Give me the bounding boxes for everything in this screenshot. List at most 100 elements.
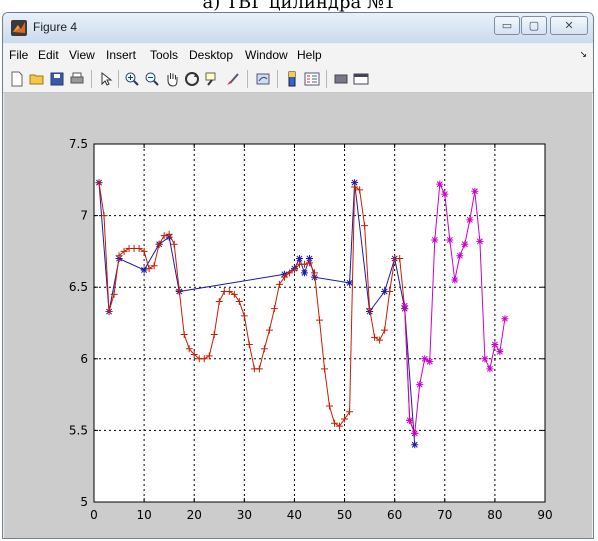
data-point-marker bbox=[275, 280, 283, 288]
data-point-marker bbox=[431, 236, 439, 244]
menu-help[interactable]: Help bbox=[297, 48, 322, 62]
data-point-marker bbox=[461, 240, 469, 248]
y-tick-label: 6 bbox=[80, 352, 88, 366]
menu-window[interactable]: Window bbox=[245, 48, 288, 62]
data-point-marker bbox=[100, 212, 108, 220]
maximize-button[interactable]: ▢ bbox=[521, 16, 547, 35]
y-axis-tick-labels: 5 5.5 6 6.5 7 7.5 bbox=[69, 137, 88, 509]
menu-overflow-arrow[interactable]: ↘ bbox=[579, 49, 587, 59]
legend-icon[interactable] bbox=[304, 71, 320, 87]
series-1 bbox=[95, 179, 419, 437]
x-tick-label: 40 bbox=[287, 508, 302, 522]
data-point-marker bbox=[386, 287, 394, 295]
data-point-marker bbox=[305, 259, 313, 267]
pan-hand-icon[interactable] bbox=[164, 71, 180, 87]
menu-edit[interactable]: Edit bbox=[38, 48, 59, 62]
data-point-marker bbox=[441, 190, 449, 198]
y-tick-label: 7.5 bbox=[69, 137, 88, 151]
title-bar[interactable]: Figure 4 ▭ ▢ ✕ bbox=[3, 13, 593, 43]
menu-insert[interactable]: Insert bbox=[106, 48, 137, 62]
data-point-marker bbox=[346, 408, 354, 416]
data-cursor-icon[interactable] bbox=[204, 71, 220, 87]
data-point-marker bbox=[155, 240, 163, 248]
data-point-marker bbox=[310, 269, 318, 277]
data-point-marker bbox=[95, 179, 103, 187]
plot-svg: 0 10 20 30 40 50 60 70 80 90 5 5.5 6 6.5… bbox=[69, 137, 553, 522]
data-point-marker bbox=[175, 286, 183, 294]
data-point-marker bbox=[225, 287, 233, 295]
data-point-marker bbox=[200, 355, 208, 363]
menu-view[interactable]: View bbox=[69, 48, 95, 62]
series-2 bbox=[401, 180, 509, 437]
data-point-marker bbox=[230, 290, 238, 298]
data-point-marker bbox=[486, 365, 494, 373]
close-button[interactable]: ✕ bbox=[550, 16, 588, 35]
matlab-logo-icon bbox=[11, 20, 27, 36]
data-point-marker bbox=[451, 276, 459, 284]
data-point-marker bbox=[476, 237, 484, 245]
figure-caption: а) ТВГ цилиндра №1 bbox=[202, 0, 396, 13]
data-point-marker bbox=[260, 345, 268, 353]
new-figure-icon[interactable] bbox=[9, 71, 25, 87]
menu-file[interactable]: File bbox=[9, 48, 29, 62]
data-point-marker bbox=[190, 351, 198, 359]
colorbar-icon[interactable] bbox=[284, 71, 300, 87]
data-point-marker bbox=[255, 365, 263, 373]
data-point-marker bbox=[140, 266, 148, 274]
data-point-marker bbox=[165, 230, 173, 238]
data-point-marker bbox=[401, 302, 409, 310]
data-point-marker bbox=[280, 273, 288, 281]
data-point-marker bbox=[290, 266, 298, 274]
select-arrow-icon[interactable] bbox=[98, 71, 114, 87]
data-point-marker bbox=[376, 336, 384, 344]
x-tick-label: 60 bbox=[387, 508, 402, 522]
y-tick-label: 5 bbox=[80, 495, 88, 509]
x-tick-label: 70 bbox=[437, 508, 452, 522]
toolbar-separator bbox=[277, 70, 278, 88]
data-point-marker bbox=[321, 365, 329, 373]
data-point-marker bbox=[471, 187, 479, 195]
data-point-marker bbox=[235, 298, 243, 306]
data-point-marker bbox=[381, 326, 389, 334]
x-tick-label: 10 bbox=[136, 508, 151, 522]
y-tick-label: 6.5 bbox=[69, 280, 88, 294]
zoom-in-icon[interactable] bbox=[124, 71, 140, 87]
x-tick-label: 50 bbox=[337, 508, 352, 522]
data-point-marker bbox=[491, 340, 499, 348]
zoom-out-icon[interactable] bbox=[144, 71, 160, 87]
data-point-marker bbox=[160, 232, 168, 240]
menu-tools[interactable]: Tools bbox=[150, 48, 179, 62]
save-icon[interactable] bbox=[49, 71, 65, 87]
y-tick-label: 5.5 bbox=[69, 423, 88, 437]
data-point-marker bbox=[501, 315, 509, 323]
menu-desktop[interactable]: Desktop bbox=[189, 48, 234, 62]
window-title: Figure 4 bbox=[33, 20, 78, 34]
data-point-marker bbox=[316, 316, 323, 324]
rotate-3d-icon[interactable] bbox=[184, 71, 200, 87]
minimize-button[interactable]: ▭ bbox=[494, 16, 520, 35]
data-point-marker bbox=[341, 415, 349, 423]
hide-plot-tools-icon[interactable] bbox=[333, 71, 349, 87]
data-point-marker bbox=[326, 402, 334, 410]
data-point-marker bbox=[300, 269, 308, 277]
data-point-marker bbox=[396, 255, 404, 263]
data-point-marker bbox=[426, 358, 434, 366]
show-plot-tools-icon[interactable] bbox=[353, 71, 369, 87]
data-point-marker bbox=[110, 290, 118, 298]
x-axis-tick-labels: 0 10 20 30 40 50 60 70 80 90 bbox=[90, 508, 552, 522]
x-tick-label: 0 bbox=[90, 508, 98, 522]
link-plot-icon[interactable] bbox=[255, 71, 271, 87]
data-point-marker bbox=[305, 255, 313, 263]
data-point-marker bbox=[496, 348, 504, 356]
data-point-marker bbox=[421, 355, 429, 363]
open-file-icon[interactable] bbox=[29, 71, 45, 87]
data-point-marker bbox=[331, 419, 339, 427]
data-point-marker bbox=[361, 222, 369, 230]
print-icon[interactable] bbox=[69, 71, 85, 87]
data-point-marker bbox=[120, 247, 128, 255]
data-point-marker bbox=[466, 216, 474, 224]
brush-icon[interactable] bbox=[224, 71, 240, 87]
data-point-marker bbox=[170, 240, 178, 248]
data-point-marker bbox=[205, 352, 213, 360]
data-point-marker bbox=[411, 441, 419, 449]
